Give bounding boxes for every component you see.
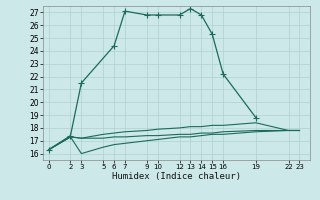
X-axis label: Humidex (Indice chaleur): Humidex (Indice chaleur) <box>112 172 241 181</box>
